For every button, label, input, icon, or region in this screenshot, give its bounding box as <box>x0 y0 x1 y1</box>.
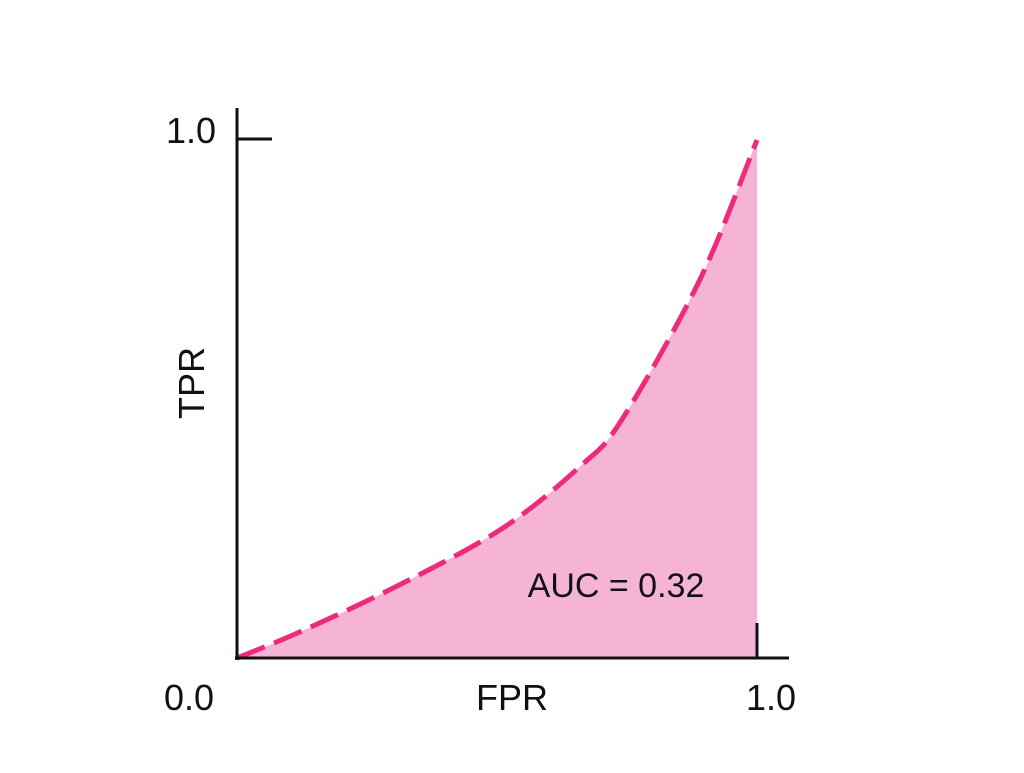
y-tick-label-1: 1.0 <box>166 110 216 151</box>
y-axis-label: TPR <box>171 347 212 419</box>
roc-curve <box>236 139 760 661</box>
auc-area <box>237 140 757 658</box>
x-axis-label: FPR <box>476 677 548 718</box>
auc-annotation: AUC = 0.32 <box>528 567 705 605</box>
x-tick-label-1: 1.0 <box>746 677 796 718</box>
x-tick-label-0: 0.0 <box>164 677 214 718</box>
